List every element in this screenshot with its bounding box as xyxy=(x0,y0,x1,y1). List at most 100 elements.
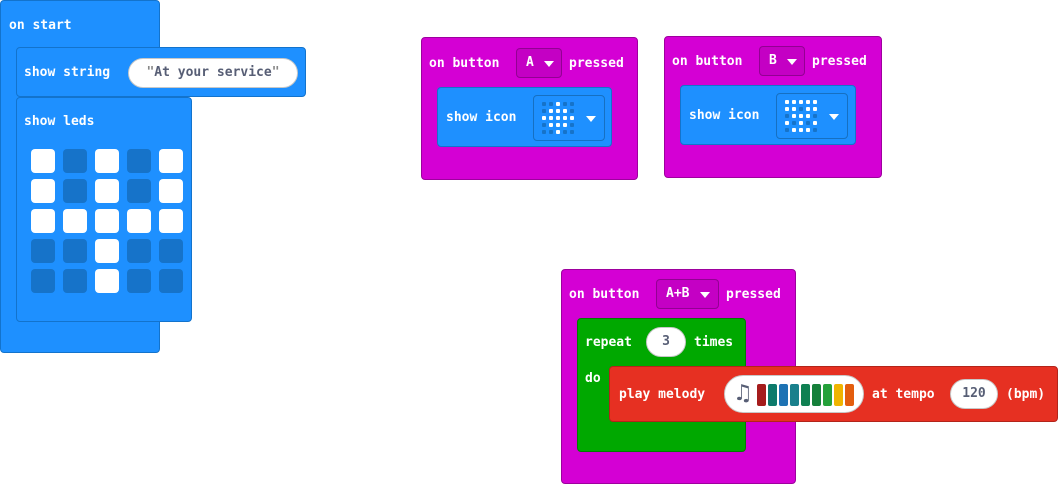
caret-down-icon xyxy=(829,114,839,120)
icon-pixel xyxy=(813,114,817,118)
led-cell[interactable] xyxy=(31,269,55,293)
icon-b-preview xyxy=(785,100,819,134)
show-icon-a-block[interactable]: show icon xyxy=(437,87,612,147)
melody-note xyxy=(790,384,799,406)
led-cell[interactable] xyxy=(159,179,183,203)
button-ab-dropdown[interactable]: A+B xyxy=(656,279,719,309)
icon-pixel xyxy=(799,114,803,118)
icon-pixel xyxy=(556,130,560,134)
on-button-ab-prefix: on button xyxy=(569,287,640,302)
led-cell[interactable] xyxy=(31,209,55,233)
icon-pixel xyxy=(806,100,810,104)
led-cell[interactable] xyxy=(95,239,119,263)
play-melody-block[interactable]: play melody ♫ at tempo 120 (bpm) xyxy=(609,366,1058,422)
icon-pixel xyxy=(806,107,810,111)
button-a-dropdown[interactable]: A xyxy=(516,48,562,78)
on-button-ab-suffix: pressed xyxy=(726,287,781,302)
icon-pixel xyxy=(563,123,567,127)
times-label: times xyxy=(694,335,734,350)
icon-pixel xyxy=(563,130,567,134)
on-start-label: on start xyxy=(9,18,72,33)
icon-pixel xyxy=(792,128,796,132)
icon-pixel xyxy=(785,100,789,104)
at-tempo-label: at tempo xyxy=(872,387,935,402)
icon-pixel xyxy=(806,114,810,118)
icon-pixel xyxy=(549,109,553,113)
led-cell[interactable] xyxy=(127,209,151,233)
icon-pixel xyxy=(806,128,810,132)
icon-a-dropdown[interactable] xyxy=(533,95,605,141)
icon-pixel xyxy=(549,123,553,127)
icon-pixel xyxy=(556,116,560,120)
icon-pixel xyxy=(792,121,796,125)
icon-pixel xyxy=(792,100,796,104)
icon-pixel xyxy=(806,121,810,125)
icon-pixel xyxy=(556,102,560,106)
melody-note xyxy=(845,384,854,406)
icon-pixel xyxy=(785,107,789,111)
icon-pixel xyxy=(563,102,567,106)
led-cell[interactable] xyxy=(159,149,183,173)
icon-pixel xyxy=(792,107,796,111)
show-string-label: show string xyxy=(24,65,111,80)
icon-pixel xyxy=(570,130,574,134)
icon-pixel xyxy=(785,114,789,118)
icon-b-dropdown[interactable] xyxy=(776,93,848,139)
icon-pixel xyxy=(563,116,567,120)
led-cell[interactable] xyxy=(95,269,119,293)
icon-pixel xyxy=(799,100,803,104)
led-cell[interactable] xyxy=(31,239,55,263)
led-cell[interactable] xyxy=(95,149,119,173)
led-cell[interactable] xyxy=(95,209,119,233)
caret-down-icon xyxy=(700,292,710,298)
show-leds-block[interactable]: show leds xyxy=(16,97,192,322)
led-cell[interactable] xyxy=(159,209,183,233)
melody-note xyxy=(779,384,788,406)
icon-pixel xyxy=(570,109,574,113)
led-cell[interactable] xyxy=(63,149,87,173)
icon-pixel xyxy=(570,123,574,127)
melody-input[interactable]: ♫ xyxy=(724,375,864,413)
button-b-dropdown[interactable]: B xyxy=(759,46,805,76)
led-cell[interactable] xyxy=(127,149,151,173)
melody-note xyxy=(757,384,766,406)
icon-pixel xyxy=(542,130,546,134)
led-matrix[interactable] xyxy=(31,149,191,309)
led-cell[interactable] xyxy=(31,179,55,203)
icon-pixel xyxy=(549,102,553,106)
led-cell[interactable] xyxy=(159,269,183,293)
show-string-input[interactable]: "At your service" xyxy=(128,58,298,88)
icon-pixel xyxy=(799,128,803,132)
button-a-value: A xyxy=(526,55,534,70)
button-b-value: B xyxy=(769,53,777,68)
icon-pixel xyxy=(785,121,789,125)
icon-pixel xyxy=(813,100,817,104)
led-cell[interactable] xyxy=(159,239,183,263)
icon-pixel xyxy=(813,121,817,125)
repeat-count-input[interactable]: 3 xyxy=(646,327,686,357)
show-icon-b-label: show icon xyxy=(689,108,760,123)
caret-down-icon xyxy=(586,116,596,122)
repeat-label: repeat xyxy=(585,335,632,350)
icon-a-preview xyxy=(542,102,576,136)
led-cell[interactable] xyxy=(127,239,151,263)
button-ab-value: A+B xyxy=(666,286,690,301)
led-cell[interactable] xyxy=(63,209,87,233)
led-cell[interactable] xyxy=(95,179,119,203)
play-melody-label: play melody xyxy=(619,387,706,402)
led-cell[interactable] xyxy=(63,269,87,293)
show-string-block[interactable]: show string "At your service" xyxy=(16,47,306,97)
on-button-a-suffix: pressed xyxy=(569,56,624,71)
icon-pixel xyxy=(542,116,546,120)
show-icon-b-block[interactable]: show icon xyxy=(680,85,856,145)
led-cell[interactable] xyxy=(63,239,87,263)
icon-pixel xyxy=(542,109,546,113)
led-cell[interactable] xyxy=(127,179,151,203)
do-label: do xyxy=(585,371,601,386)
melody-note xyxy=(768,384,777,406)
led-cell[interactable] xyxy=(31,149,55,173)
icon-pixel xyxy=(542,123,546,127)
tempo-input[interactable]: 120 xyxy=(950,379,998,409)
led-cell[interactable] xyxy=(63,179,87,203)
led-cell[interactable] xyxy=(127,269,151,293)
